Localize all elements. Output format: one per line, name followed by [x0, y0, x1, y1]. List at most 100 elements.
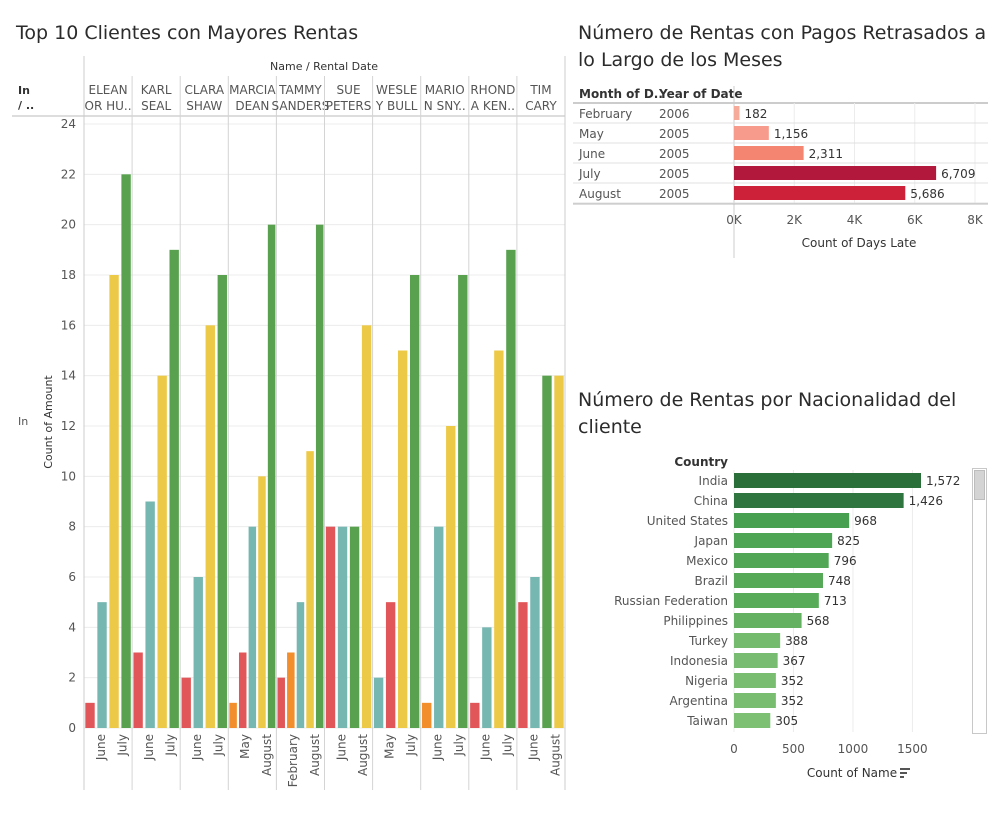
y-tick-label: 18 [61, 268, 76, 282]
bar-yellow [554, 375, 564, 728]
country-label: India [699, 474, 728, 488]
country-label: Turkey [688, 634, 728, 648]
month-label: August [260, 734, 274, 776]
month-label: June [527, 734, 541, 761]
country-bar [734, 493, 904, 508]
country-bar [734, 473, 921, 488]
late-bar [734, 186, 906, 200]
bar-teal [482, 627, 492, 728]
y-tick-label: 8 [68, 520, 76, 534]
x-tick-label: 1500 [897, 742, 928, 756]
customer-name-line1: TAMMY [278, 83, 322, 97]
country-bar [734, 533, 833, 548]
row-header-slash: / .. [18, 99, 34, 112]
country-label: Taiwan [686, 714, 728, 728]
country-bar-value: 1,426 [909, 494, 943, 508]
country-label: Brazil [695, 574, 729, 588]
month-label: July [452, 734, 466, 757]
customer-name-line1: MARCIA [229, 83, 276, 97]
country-bar-value: 748 [828, 574, 851, 588]
month-label: June [142, 734, 156, 761]
country-bar [734, 593, 819, 608]
bar-teal [373, 677, 384, 728]
month-label: June [190, 734, 204, 761]
row-header-in: In [18, 84, 30, 97]
country-label: Argentina [669, 694, 728, 708]
customer-name-line1: MARIO [425, 83, 465, 97]
bar-teal [530, 577, 540, 728]
top10-chart-title: Top 10 Clientes con Mayores Rentas [16, 22, 359, 44]
bar-teal [296, 602, 305, 728]
customer-name-line2: A KEN.. [471, 99, 515, 113]
bar-red [518, 602, 528, 728]
row-month-label: June [578, 147, 605, 161]
country-chart-title: Número de Rentas por Nacionalidad del cl… [578, 389, 957, 438]
late-bar [734, 126, 769, 140]
country-bar [734, 673, 776, 688]
row-month-label: August [579, 187, 621, 201]
month-label: August [356, 734, 370, 776]
row-month-label: February [579, 107, 632, 121]
customer-name-line1: TIM [529, 83, 551, 97]
bar-teal [193, 577, 203, 728]
late-bar-value: 1,156 [774, 127, 808, 141]
sort-icon-line [900, 772, 907, 774]
country-bar-value: 388 [785, 634, 808, 648]
month-label: June [431, 734, 445, 761]
row-year-label: 2006 [659, 107, 690, 121]
country-bar [734, 613, 802, 628]
customer-name-line2: OR HU.. [85, 99, 132, 113]
row-month-label: May [579, 127, 604, 141]
bar-yellow [157, 375, 167, 728]
country-list-scrollbar[interactable] [972, 468, 987, 734]
bar-teal [337, 526, 348, 728]
month-label: May [382, 734, 396, 759]
late-payments-chart-title: Número de Rentas con Pagos Retrasados a … [578, 22, 987, 71]
customer-name-line2: PETERS [326, 99, 372, 113]
country-bar-value: 1,572 [926, 474, 960, 488]
x-tick-label: 8K [967, 213, 984, 227]
country-rentals-chart: Country India 1,572 China 1,426 United States… [614, 455, 960, 780]
row-year-label: 2005 [659, 167, 690, 181]
month-label: July [500, 734, 514, 757]
month-label: June [94, 734, 108, 761]
bar-yellow [109, 275, 119, 728]
month-label: July [115, 734, 129, 757]
country-bar [734, 633, 781, 648]
bar-red [385, 602, 396, 728]
late-bar-value: 2,311 [809, 147, 843, 161]
y-tick-label: 2 [68, 671, 76, 685]
bar-red [181, 677, 191, 728]
x-axis-title: Count of Name [807, 766, 897, 780]
sort-icon[interactable] [900, 768, 910, 778]
x-tick-label: 2K [786, 213, 803, 227]
y-tick-label: 6 [68, 570, 76, 584]
y-tick-label: 0 [68, 721, 76, 735]
country-label: Indonesia [670, 654, 728, 668]
bar-green [409, 275, 420, 728]
bar-teal [145, 501, 155, 728]
country-bar-value: 352 [781, 674, 804, 688]
country-bar [734, 573, 823, 588]
country-bar-value: 968 [854, 514, 877, 528]
country-label: Mexico [686, 554, 728, 568]
x-tick-label: 4K [847, 213, 864, 227]
row-year-label: 2005 [659, 187, 690, 201]
row-value-in: In [18, 415, 28, 428]
customer-name-line2: SANDERS [272, 99, 330, 113]
late-bar-value: 6,709 [941, 167, 975, 181]
country-bar-value: 713 [824, 594, 847, 608]
y-tick-label: 4 [68, 620, 76, 634]
y-tick-label: 12 [61, 419, 76, 433]
bar-red [470, 702, 480, 728]
bar-red [133, 652, 143, 728]
customer-name-line1: KARL [141, 83, 172, 97]
country-bar-value: 825 [837, 534, 860, 548]
customer-name-line1: RHOND [470, 83, 515, 97]
sort-icon-line [900, 776, 904, 778]
late-payments-chart: Month of D..Year of Date February 2006 182 M… [573, 86, 988, 258]
scrollbar-thumb[interactable] [974, 470, 985, 500]
country-label: United States [647, 514, 728, 528]
country-bar-value: 568 [807, 614, 830, 628]
country-bar-value: 796 [834, 554, 857, 568]
